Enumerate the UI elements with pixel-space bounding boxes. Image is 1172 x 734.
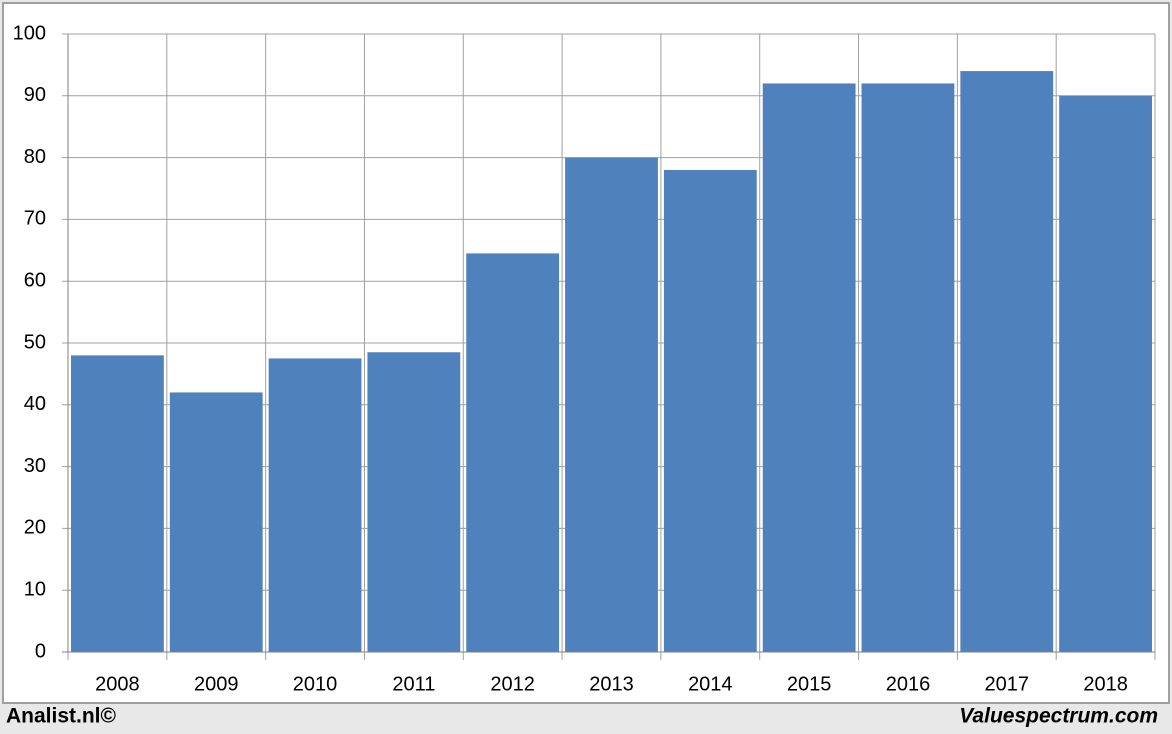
bar <box>71 355 164 652</box>
bar <box>663 169 757 652</box>
bar <box>1059 95 1152 653</box>
x-tick-label: 2011 <box>392 673 435 695</box>
y-tick-label: 10 <box>24 578 46 600</box>
bar <box>367 352 461 652</box>
x-tick-label: 2008 <box>95 673 140 695</box>
x-tick-label: 2010 <box>293 673 338 695</box>
bar <box>169 392 263 652</box>
y-tick-label: 30 <box>24 455 46 477</box>
x-tick-label: 2009 <box>194 673 239 695</box>
y-tick-label: 0 <box>35 640 46 662</box>
bar <box>268 358 362 652</box>
x-tick-label: 2014 <box>688 673 733 695</box>
bar <box>861 83 955 652</box>
x-tick-label: 2018 <box>1083 673 1128 695</box>
y-tick-label: 90 <box>24 84 46 106</box>
y-tick-label: 100 <box>13 22 46 44</box>
y-tick-label: 20 <box>24 517 46 539</box>
y-tick-label: 50 <box>24 331 46 353</box>
bar <box>960 71 1054 652</box>
y-tick-label: 60 <box>24 269 46 291</box>
x-tick-label: 2016 <box>886 673 931 695</box>
y-tick-label: 80 <box>24 146 46 168</box>
y-tick-label: 70 <box>24 208 46 230</box>
x-tick-label: 2015 <box>787 673 832 695</box>
x-tick-label: 2017 <box>985 673 1030 695</box>
x-tick-label: 2012 <box>490 673 535 695</box>
footer-left: Analist.nl© <box>6 705 117 728</box>
bar <box>565 157 658 652</box>
footer-right: Valuespectrum.com <box>959 705 1158 728</box>
bar <box>762 83 856 652</box>
bar <box>466 253 560 652</box>
x-tick-label: 2013 <box>589 673 634 695</box>
y-tick-label: 40 <box>24 393 46 415</box>
